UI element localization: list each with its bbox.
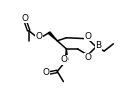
Polygon shape (65, 49, 68, 60)
Text: O: O (35, 32, 42, 41)
Text: O: O (85, 53, 92, 62)
Text: O: O (85, 32, 92, 41)
Text: B: B (95, 41, 102, 50)
Text: O: O (60, 55, 67, 64)
Text: O: O (22, 14, 29, 23)
Text: O: O (43, 68, 49, 77)
Polygon shape (48, 32, 57, 41)
